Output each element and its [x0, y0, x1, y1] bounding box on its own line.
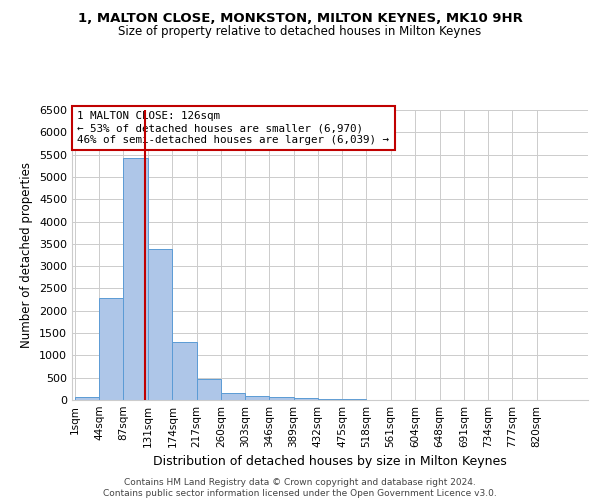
Bar [148, 249, 172, 400]
Text: Size of property relative to detached houses in Milton Keynes: Size of property relative to detached ho… [118, 25, 482, 38]
Bar [75, 396, 99, 400]
Bar [99, 298, 124, 400]
Bar [124, 158, 148, 400]
Text: 1 MALTON CLOSE: 126sqm
← 53% of detached houses are smaller (6,970)
46% of semi-: 1 MALTON CLOSE: 126sqm ← 53% of detached… [77, 112, 389, 144]
Bar [221, 392, 245, 400]
Text: Contains HM Land Registry data © Crown copyright and database right 2024.
Contai: Contains HM Land Registry data © Crown c… [103, 478, 497, 498]
Bar [172, 342, 197, 400]
Bar [269, 398, 293, 400]
Bar [245, 396, 269, 400]
Bar [293, 398, 318, 400]
X-axis label: Distribution of detached houses by size in Milton Keynes: Distribution of detached houses by size … [153, 456, 507, 468]
Bar [197, 378, 221, 400]
Text: 1, MALTON CLOSE, MONKSTON, MILTON KEYNES, MK10 9HR: 1, MALTON CLOSE, MONKSTON, MILTON KEYNES… [77, 12, 523, 26]
Y-axis label: Number of detached properties: Number of detached properties [20, 162, 34, 348]
Bar [318, 399, 342, 400]
